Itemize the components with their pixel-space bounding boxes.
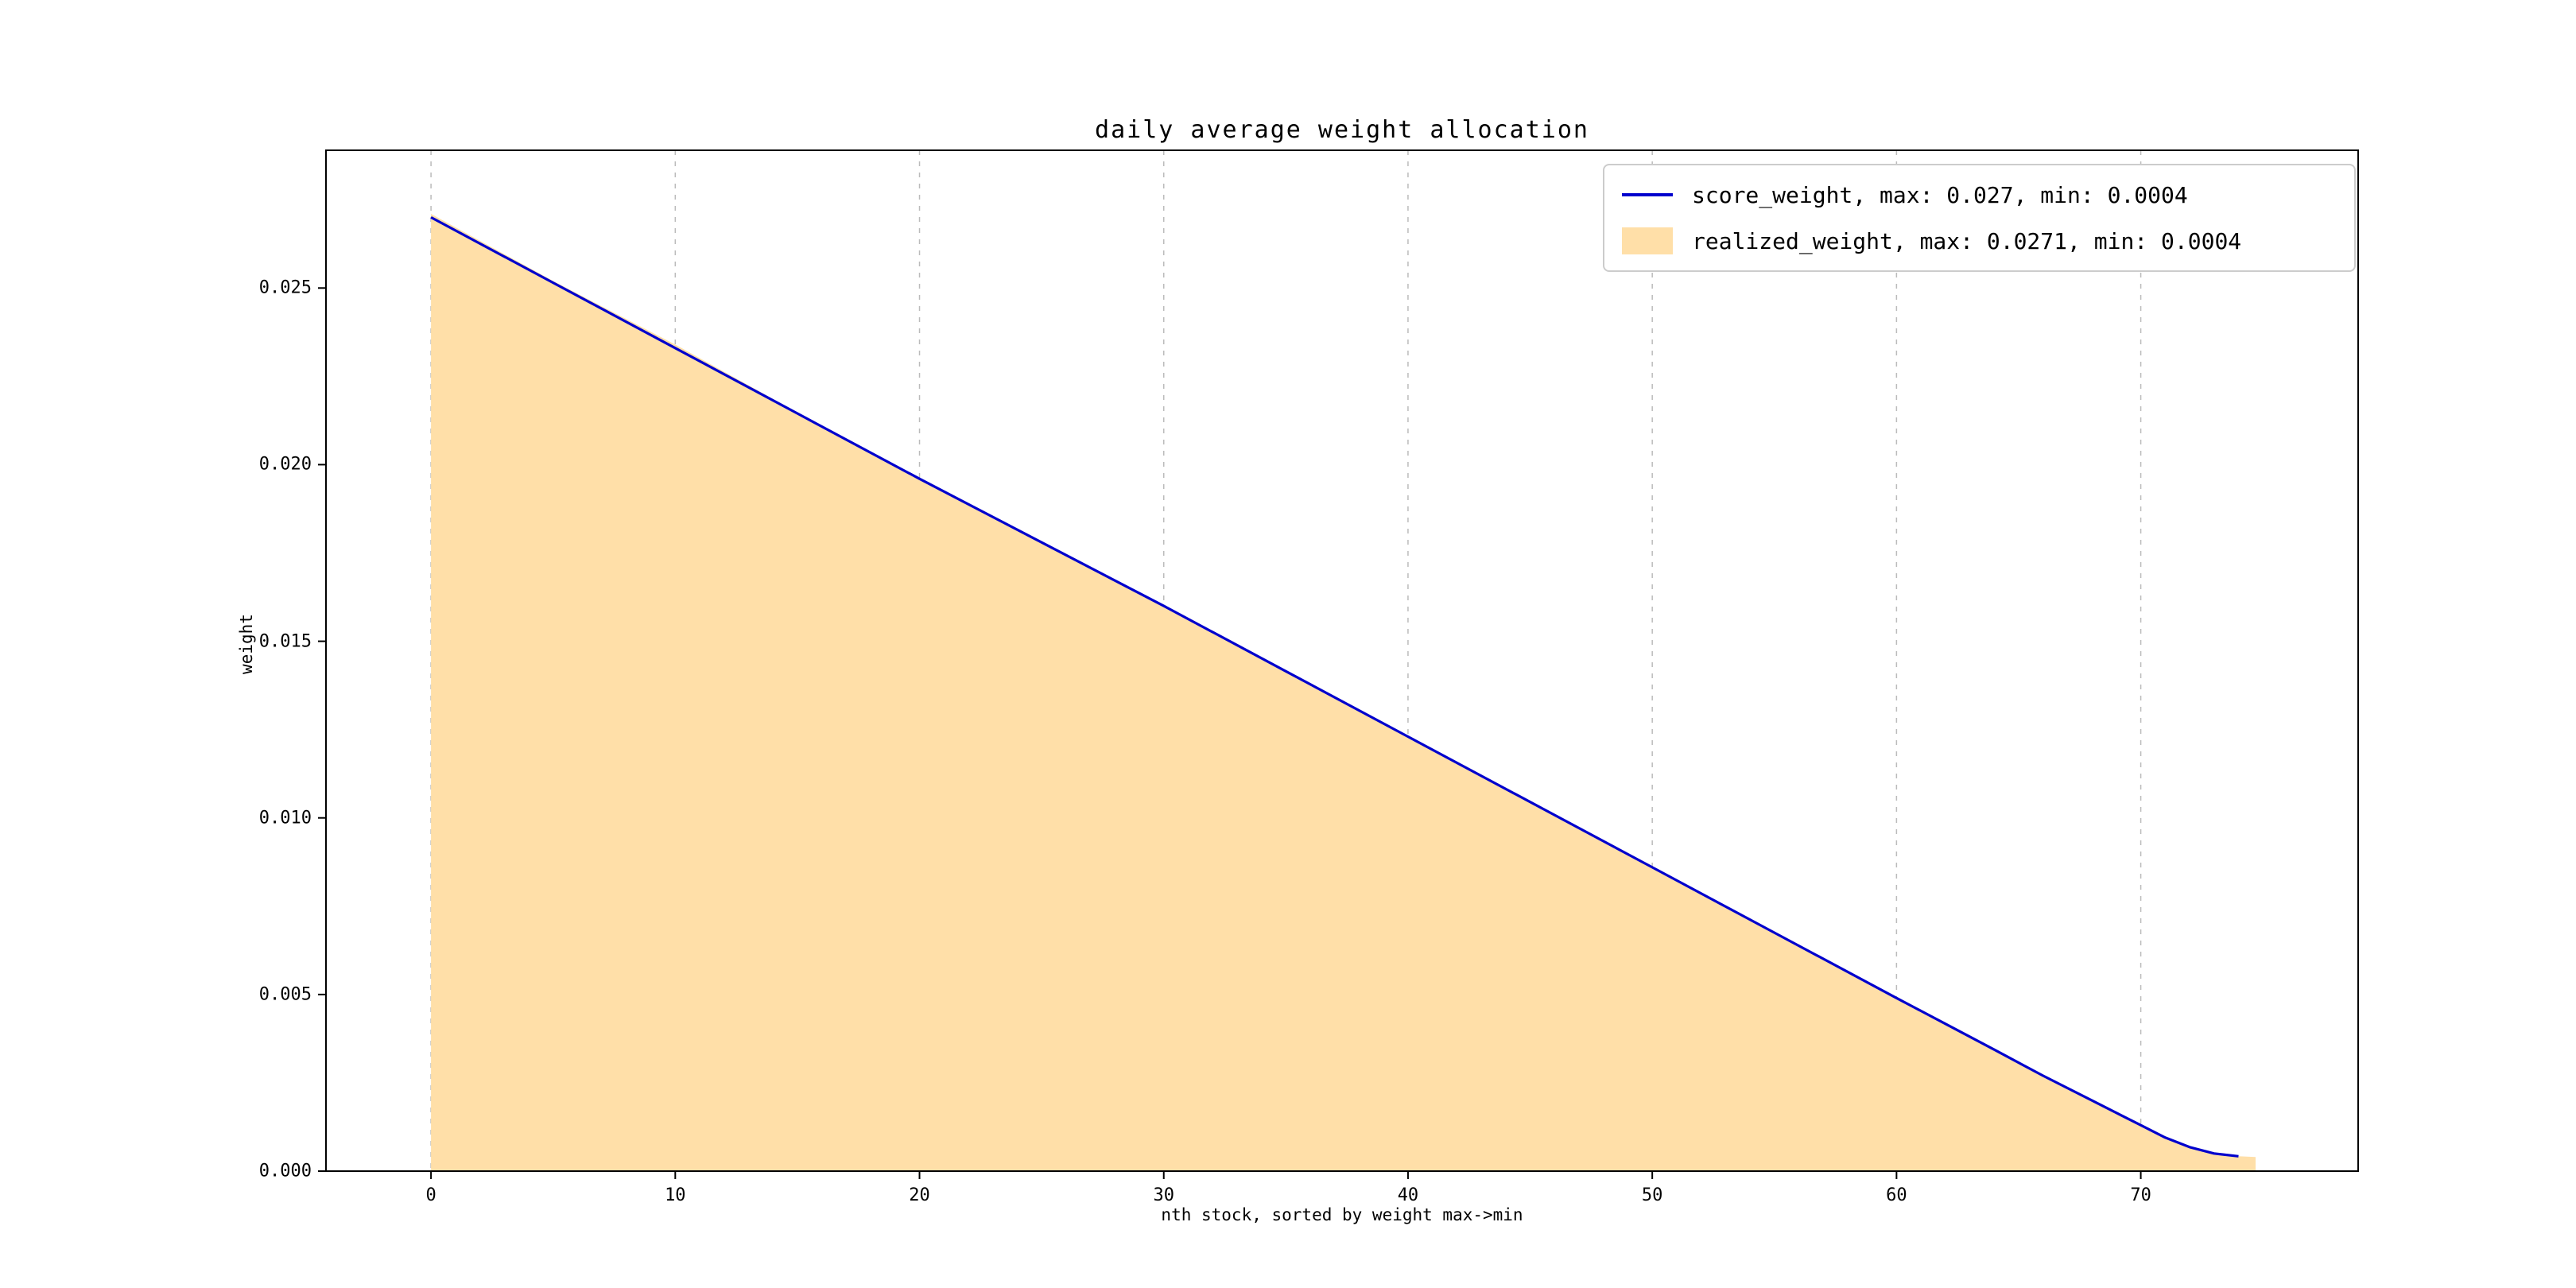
y-axis-label: weight [237, 614, 256, 674]
realized-weight-area [431, 214, 2256, 1171]
legend-item-score-weight: score_weight, max: 0.027, min: 0.0004 [1622, 177, 2337, 213]
y-tick-label: 0.010 [258, 808, 312, 828]
axes-frame [325, 149, 2359, 1172]
legend: score_weight, max: 0.027, min: 0.0004 re… [1603, 164, 2356, 272]
x-tick-label: 70 [2130, 1185, 2151, 1205]
y-tick-label: 0.020 [258, 454, 312, 475]
chart-title: daily average weight allocation [1095, 116, 1589, 144]
x-tick-label: 40 [1397, 1185, 1419, 1205]
x-tick-label: 10 [665, 1185, 686, 1205]
legend-label-score-weight: score_weight, max: 0.027, min: 0.0004 [1692, 181, 2188, 208]
x-tick-label: 0 [425, 1185, 436, 1205]
legend-area-swatch [1622, 227, 1673, 254]
x-axis-label: nth stock, sorted by weight max->min [1161, 1205, 1523, 1224]
legend-label-realized-weight: realized_weight, max: 0.0271, min: 0.000… [1692, 227, 2242, 254]
x-tick-label: 30 [1153, 1185, 1174, 1205]
y-tick-label: 0.015 [258, 631, 312, 652]
x-tick-label: 60 [1886, 1185, 1907, 1205]
x-tick-label: 50 [1641, 1185, 1663, 1205]
x-tick-label: 20 [909, 1185, 930, 1205]
y-tick-label: 0.025 [258, 277, 312, 298]
legend-item-realized-weight: realized_weight, max: 0.0271, min: 0.000… [1622, 223, 2337, 259]
y-tick-label: 0.000 [258, 1161, 312, 1181]
legend-line-swatch [1622, 193, 1673, 196]
y-tick-label: 0.005 [258, 984, 312, 1005]
score-weight-line [430, 215, 2239, 1158]
